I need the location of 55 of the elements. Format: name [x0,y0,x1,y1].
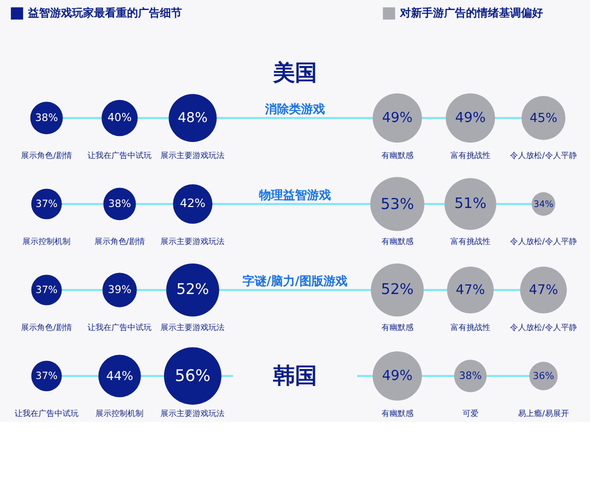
text: 消除类游戏 [264,102,325,116]
data-label: 49% [382,368,413,384]
category-label: 展示角色/剧情 [21,151,72,160]
data-label: 53% [380,195,414,213]
data-label: 47% [528,283,558,298]
data-label: 47% [456,283,485,298]
data-label: 37% [35,371,58,382]
category-label: 展示主要游戏玩法 [160,409,225,418]
data-label: 40% [108,111,132,124]
data-label: 34% [533,200,554,210]
data-label: 36% [532,371,554,382]
category-label: 展示控制机制 [96,409,144,418]
category-label: 展示控制机制 [22,237,71,246]
data-label: 38% [458,370,482,382]
category-label: 有幽默感 [381,237,414,246]
category-label: 有幽默感 [381,323,414,332]
data-label: 51% [454,196,486,212]
data-label: 52% [176,281,210,298]
legend-label: 对新手游广告的情绪基调偏好 [399,6,543,20]
category-label: 让我在广告中试玩 [88,151,152,160]
data-label: 39% [108,284,132,296]
text: 物理益智游戏 [258,188,331,202]
category-label: 令人放松/令人平静 [510,237,577,246]
legend-label: 益智游戏玩家最看重的广告细节 [27,6,182,20]
data-label: 37% [35,285,58,296]
text: 美国 [272,60,317,86]
category-label: 让我在广告中试玩 [88,323,152,332]
category-label: 令人放松/令人平静 [510,323,577,332]
category-label: 富有挑战性 [450,151,490,160]
category-label: 展示角色/剧情 [94,237,145,246]
category-label: 展示主要游戏玩法 [160,237,225,246]
category-label: 令人放松/令人平静 [510,151,577,160]
category-label: 富有挑战性 [450,323,490,332]
category-label: 展示角色/剧情 [21,323,72,332]
data-label: 48% [178,111,208,126]
data-label: 38% [108,198,132,210]
data-label: 44% [106,369,134,383]
data-label: 45% [530,110,558,125]
category-label: 展示主要游戏玩法 [160,323,225,332]
text: 韩国 [272,364,317,389]
data-label: 49% [382,110,413,126]
data-label: 49% [455,110,486,126]
category-label: 可爱 [462,409,478,418]
category-label: 易上瘾/易展开 [518,409,569,418]
category-label: 有幽默感 [381,151,414,160]
category-label: 展示主要游戏玩法 [160,151,225,160]
data-label: 52% [380,281,414,298]
data-label: 38% [35,112,58,124]
data-label: 56% [174,366,210,385]
category-label: 有幽默感 [381,409,414,418]
data-label: 42% [180,196,206,210]
category-label: 让我在广告中试玩 [14,409,79,418]
text: 字谜/脑力/图版游戏 [242,274,348,288]
data-label: 37% [35,199,58,210]
category-label: 富有挑战性 [450,237,490,246]
